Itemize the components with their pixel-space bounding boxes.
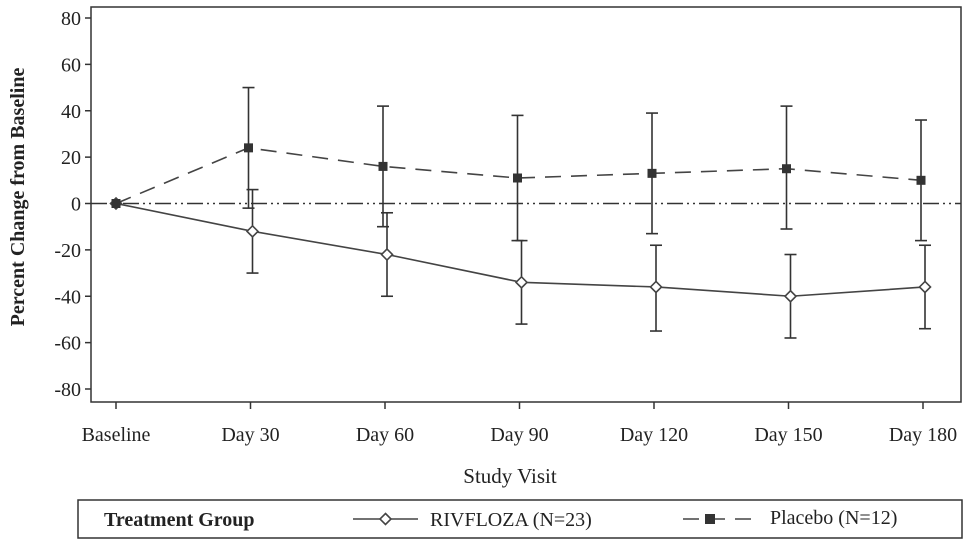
legend-marker-rivfloza [378,512,393,526]
data-point-marker [245,224,260,238]
data-point-marker [918,280,932,294]
x-ticks: Baseline Day 30 Day 60 Day 90 Day 120 Day 150… [82,402,957,446]
y-axis-label: Percent Change from Baseline [7,68,29,327]
data-point-marker [244,143,253,153]
y-tick-label: -80 [54,379,81,401]
y-tick-label: 40 [61,101,81,123]
series-group [109,86,932,339]
y-tick-label: -20 [54,240,81,262]
data-point-marker [649,280,663,294]
y-tick-label: 0 [71,194,81,216]
x-axis-label: Study Visit [463,464,557,488]
series-rivfloza [109,188,932,339]
x-tick-label: Day 60 [356,424,414,446]
y-tick-label: -40 [54,286,81,308]
y-ticks: 80 60 40 20 0 -20 -40 -60 -80 [54,8,91,401]
x-tick-label: Day 120 [620,424,688,446]
legend-marker-placebo [705,514,715,524]
data-point-marker [783,289,798,303]
legend-title: Treatment Group [104,509,255,531]
data-point-marker [514,275,529,289]
x-tick-label: Day 90 [490,424,548,446]
x-tick-label: Baseline [82,424,151,446]
data-point-marker [647,168,657,178]
series-placebo [111,86,927,242]
data-point-marker [916,175,926,185]
legend-label-placebo: Placebo (N=12) [770,507,897,529]
data-point-marker [380,247,394,262]
legend-box [77,499,963,539]
plot-frame [90,6,962,403]
y-tick-label: 20 [61,147,81,169]
legend-label-rivfloza: RIVFLOZA (N=23) [430,509,592,531]
data-point-marker [782,164,791,174]
y-tick-label: 60 [61,54,81,76]
data-point-marker [111,199,121,208]
x-tick-label: Day 180 [889,424,957,446]
x-tick-label: Day 150 [754,424,822,446]
legend: Treatment Group RIVFLOZA (N=23) Placebo … [77,499,963,539]
data-point-marker [513,173,522,183]
y-tick-label: 80 [61,8,81,30]
y-tick-label: -60 [54,333,81,355]
data-point-marker [378,161,388,171]
x-tick-label: Day 30 [221,424,279,446]
